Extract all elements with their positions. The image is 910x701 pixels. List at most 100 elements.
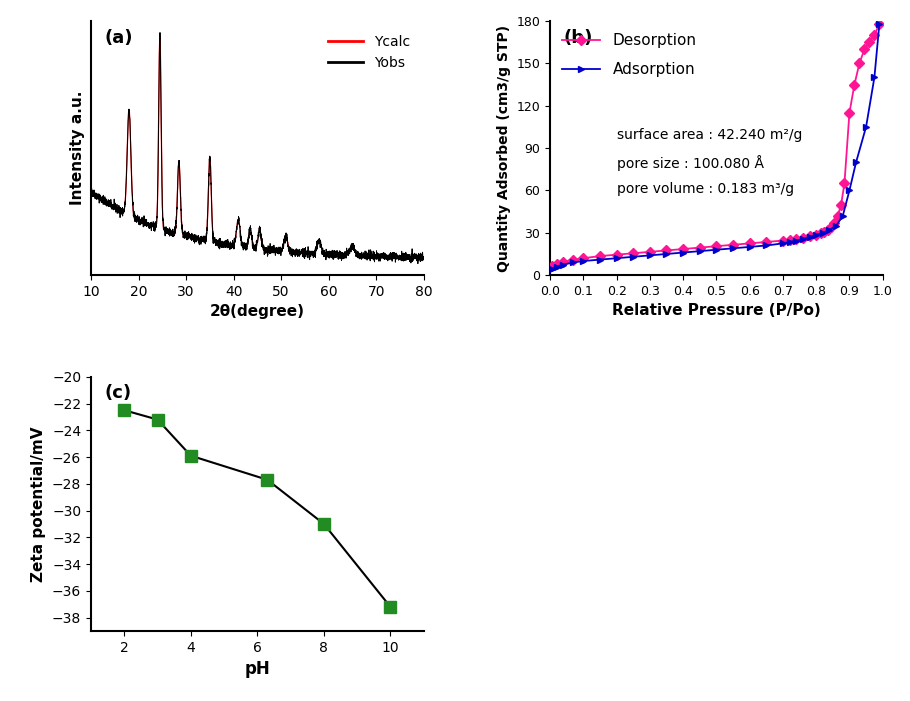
Yobs: [124, 105, 135, 114]
Desorption: [835, 200, 846, 209]
Adsorption: [861, 123, 872, 131]
Adsorption: [551, 262, 562, 271]
Yobs: [143, 224, 154, 232]
Desorption: [854, 59, 864, 67]
Adsorption: [711, 245, 722, 254]
Desorption: [839, 179, 850, 188]
Desorption: [823, 226, 834, 234]
Adsorption: [851, 158, 862, 166]
Desorption: [825, 223, 836, 231]
Adsorption: [546, 264, 557, 273]
Y-axis label: Zeta potential/mV: Zeta potential/mV: [32, 426, 46, 582]
Ycalc: [124, 105, 135, 114]
Desorption: [546, 261, 557, 270]
Desorption: [568, 255, 579, 264]
Ycalc: [228, 241, 238, 250]
Desorption: [833, 212, 844, 220]
Adsorption: [837, 212, 848, 220]
Desorption: [869, 31, 880, 39]
Desorption: [874, 20, 885, 28]
Desorption: [678, 245, 689, 253]
Text: (c): (c): [105, 384, 131, 402]
Desorption: [791, 235, 802, 243]
Adsorption: [874, 20, 885, 28]
Legend: Desorption, Adsorption: Desorption, Adsorption: [558, 29, 702, 81]
Y-axis label: Intensity a.u.: Intensity a.u.: [70, 91, 86, 205]
Ycalc: [213, 239, 224, 247]
Desorption: [777, 236, 788, 245]
Desorption: [644, 247, 655, 256]
Adsorption: [728, 244, 739, 252]
Adsorption: [811, 231, 822, 239]
Adsorption: [644, 251, 655, 259]
Yobs: [155, 28, 166, 36]
X-axis label: pH: pH: [245, 660, 270, 678]
Adsorption: [791, 236, 802, 245]
Adsorption: [784, 238, 795, 246]
Ycalc: [143, 220, 154, 229]
Adsorption: [777, 239, 788, 247]
Yobs: [411, 254, 422, 262]
Yobs: [228, 241, 238, 250]
Yobs: [376, 251, 387, 259]
X-axis label: Relative Pressure (P/Po): Relative Pressure (P/Po): [612, 304, 821, 318]
Adsorption: [831, 222, 842, 230]
Text: (a): (a): [105, 29, 133, 47]
Desorption: [815, 229, 826, 238]
Y-axis label: Quantity Adsorbed (cm3/g STP): Quantity Adsorbed (cm3/g STP): [497, 25, 511, 272]
Adsorption: [761, 241, 772, 250]
Adsorption: [578, 257, 589, 265]
Adsorption: [612, 254, 622, 262]
Desorption: [711, 242, 722, 250]
Ycalc: [86, 187, 96, 196]
Desorption: [844, 109, 854, 117]
Line: Ycalc: Ycalc: [91, 36, 424, 257]
Desorption: [761, 238, 772, 246]
X-axis label: 2θ(degree): 2θ(degree): [210, 304, 305, 320]
Desorption: [864, 38, 875, 46]
Desorption: [849, 81, 860, 89]
Ycalc: [376, 252, 387, 261]
Desorption: [784, 236, 795, 244]
Yobs: [86, 186, 96, 195]
Adsorption: [797, 235, 808, 243]
Yobs: [412, 259, 423, 268]
Adsorption: [558, 260, 569, 268]
Legend: Ycalc, Yobs: Ycalc, Yobs: [321, 28, 417, 77]
Adsorption: [869, 74, 880, 82]
Desorption: [694, 243, 705, 252]
Desorption: [628, 249, 639, 257]
Adsorption: [594, 255, 605, 264]
Yobs: [213, 244, 224, 252]
Desorption: [728, 240, 739, 249]
Ycalc: [155, 32, 166, 40]
Text: (b): (b): [563, 29, 592, 47]
Desorption: [594, 252, 605, 260]
Adsorption: [844, 186, 854, 195]
Desorption: [558, 257, 569, 266]
Desorption: [804, 232, 815, 240]
Desorption: [811, 231, 822, 239]
Desorption: [551, 259, 562, 268]
Desorption: [578, 254, 589, 262]
Ycalc: [419, 253, 430, 261]
Line: Yobs: Yobs: [91, 32, 424, 264]
Line: Adsorption: Adsorption: [548, 20, 883, 272]
Desorption: [797, 233, 808, 242]
Adsorption: [661, 250, 672, 258]
Adsorption: [817, 229, 828, 237]
Adsorption: [568, 258, 579, 266]
Adsorption: [744, 243, 755, 251]
Ycalc: [411, 253, 422, 261]
Adsorption: [694, 247, 705, 255]
Text: surface area : 42.240 m²/g
pore size : 100.080 Å
pore volume : 0.183 m³/g: surface area : 42.240 m²/g pore size : 1…: [617, 128, 802, 196]
Adsorption: [628, 252, 639, 261]
Desorption: [612, 250, 622, 259]
Desorption: [744, 239, 755, 247]
Yobs: [419, 254, 430, 262]
Line: Desorption: Desorption: [548, 20, 883, 269]
Desorption: [819, 228, 830, 236]
Adsorption: [804, 233, 815, 241]
Desorption: [829, 219, 840, 227]
Adsorption: [824, 226, 835, 234]
